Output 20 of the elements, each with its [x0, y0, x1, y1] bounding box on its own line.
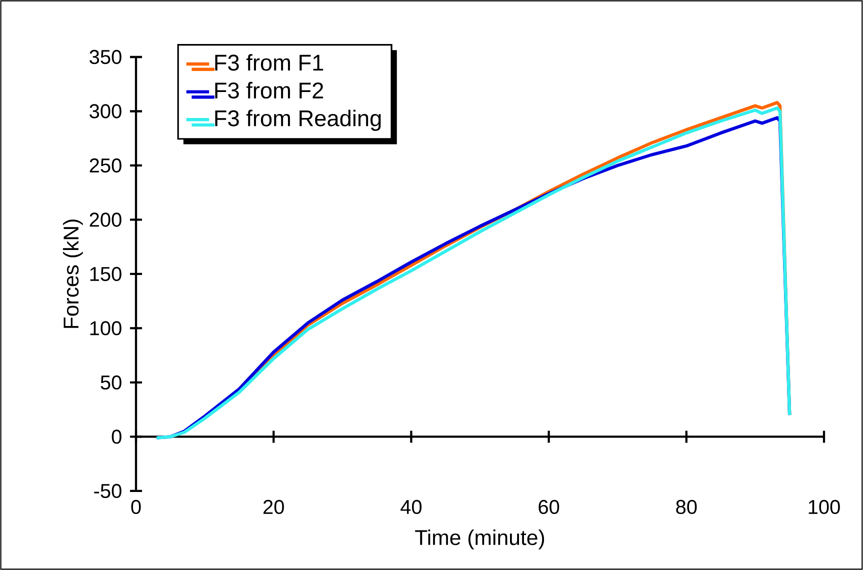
y-tick-label: 250	[90, 158, 122, 173]
y-tick-label: 100	[90, 321, 122, 336]
y-tick-label: 200	[90, 212, 122, 227]
legend-label: F3 from F2	[215, 82, 324, 99]
x-tick-label: 0	[131, 500, 141, 514]
x-tick-label: 80	[676, 500, 697, 514]
y-tick-label: 0	[112, 430, 122, 444]
y-tick-label: 300	[90, 104, 122, 118]
legend-label: F3 from Reading	[215, 110, 381, 131]
y-axis-title: Forces (kN)	[62, 220, 83, 328]
x-tick-label: 20	[263, 500, 284, 514]
y-tick-label: 50	[100, 375, 122, 390]
x-tick-label: 40	[400, 500, 422, 514]
legend-label: F3 from F1	[215, 54, 324, 71]
y-tick-label: -50	[94, 484, 122, 498]
x-axis-title: Time (minute)	[415, 529, 544, 550]
y-tick-label: 350	[90, 50, 122, 64]
y-tick-label: 150	[90, 266, 122, 282]
x-tick-label: 100	[808, 500, 840, 514]
x-tick-label: 60	[538, 500, 560, 514]
